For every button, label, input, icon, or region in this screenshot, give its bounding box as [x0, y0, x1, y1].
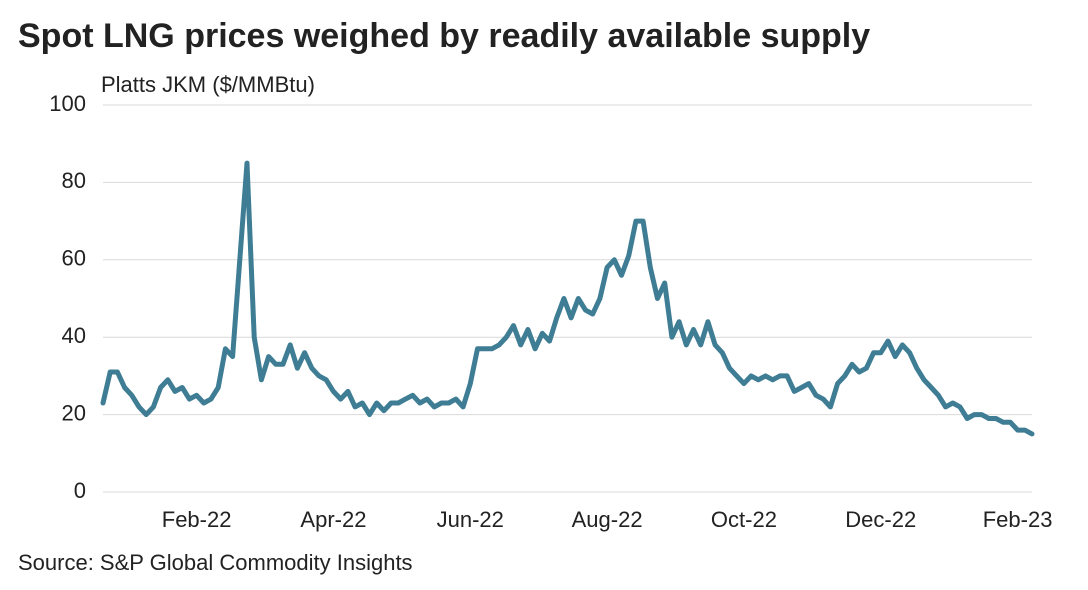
x-tick-label: Dec-22	[845, 507, 916, 532]
x-tick-label: Aug-22	[572, 507, 643, 532]
chart-title: Spot LNG prices weighed by readily avail…	[18, 17, 870, 55]
source: Source: S&P Global Commodity Insights	[18, 550, 413, 575]
x-tick-label: Feb-22	[162, 507, 232, 532]
y-axis-label: Platts JKM ($/MMBtu)	[101, 72, 315, 97]
x-tick-label: Apr-22	[300, 507, 366, 532]
line	[100, 160, 1035, 437]
x-tick-label: Feb-23	[983, 507, 1053, 532]
y-tick-label: 0	[74, 478, 86, 503]
y-tick-label: 60	[62, 246, 86, 271]
y-tick-label: 100	[49, 91, 86, 116]
x-tick-label: Oct-22	[711, 507, 777, 532]
y-tick-label: 40	[62, 323, 86, 348]
x-tick-label: Jun-22	[437, 507, 504, 532]
y-tick-label: 80	[62, 168, 86, 193]
y-tick-label: 20	[62, 400, 86, 425]
